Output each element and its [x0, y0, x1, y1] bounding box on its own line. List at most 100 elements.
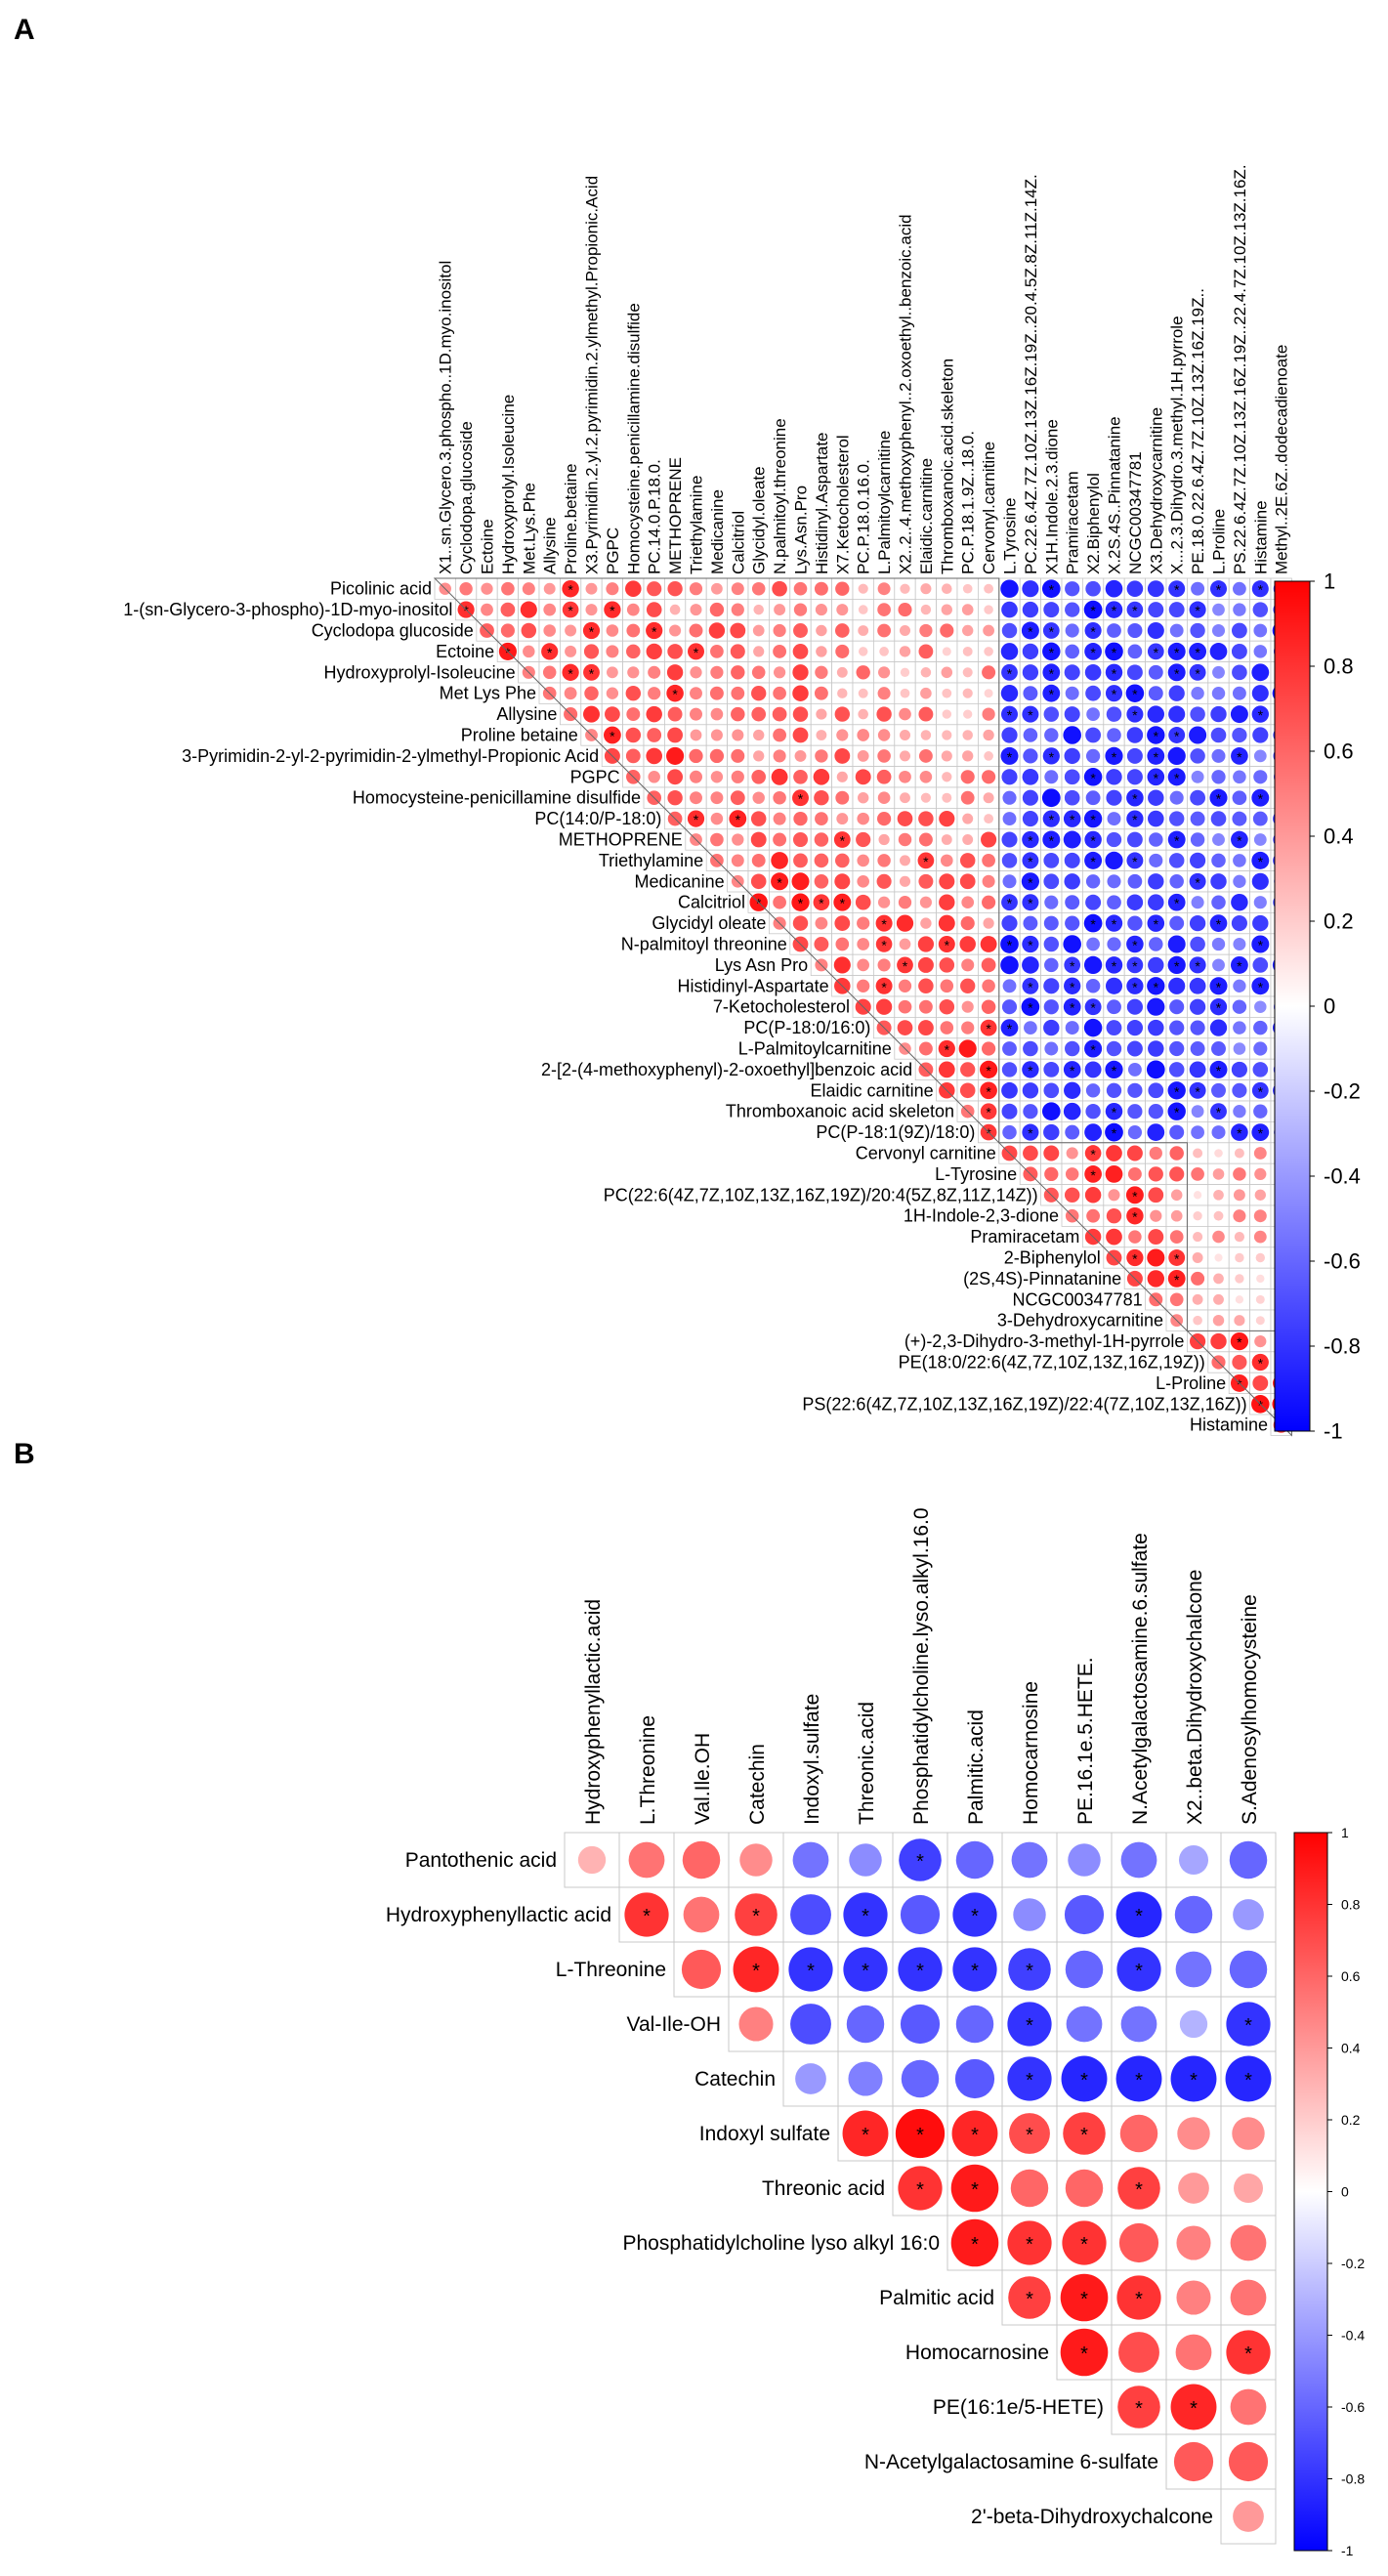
panel-a-correlation-circle: [1085, 727, 1101, 743]
panel-a-correlation-circle: [1169, 915, 1185, 931]
panel-a-correlation-circle: [857, 750, 869, 762]
panel-b-correlation-circle: [1117, 2386, 1160, 2428]
panel-a-correlation-circle: [1190, 936, 1205, 952]
panel-b-row-label: Indoxyl sulfate: [699, 2123, 830, 2145]
panel-a-correlation-circle: [815, 812, 828, 825]
panel-a-correlation-circle: [1022, 852, 1039, 869]
panel-a-correlation-circle: [1193, 1191, 1202, 1200]
panel-a-correlation-circle: [962, 646, 973, 656]
panel-a-significance-marker: *: [1174, 833, 1180, 849]
panel-b-correlation-circle: [1178, 2173, 1209, 2204]
panel-b-significance-marker: *: [1080, 2344, 1088, 2365]
panel-a-correlation-circle: [1105, 579, 1123, 598]
panel-a-correlation-circle: [899, 707, 911, 721]
panel-a-column-label: X1H.Indole.2.3.dione: [1042, 419, 1061, 574]
panel-b-correlation-circle: [1068, 1843, 1101, 1877]
panel-a-correlation-circle: [1001, 915, 1018, 932]
panel-a-correlation-circle: [815, 916, 828, 930]
panel-a-row-label: Elaidic carnitine: [811, 1080, 934, 1100]
panel-a-correlation-circle: [878, 833, 890, 846]
panel-a-correlation-circle: [1083, 600, 1103, 619]
panel-a-correlation-circle: [984, 605, 993, 614]
panel-a-correlation-circle: [1022, 811, 1038, 827]
panel-a-correlation-circle: [1083, 913, 1103, 933]
panel-a-correlation-circle: [710, 707, 724, 721]
panel-a-correlation-circle: [981, 831, 997, 848]
panel-a-correlation-circle: [1065, 581, 1080, 597]
panel-a-correlation-circle: [687, 643, 705, 660]
panel-a-significance-marker: *: [986, 1063, 991, 1078]
panel-a-correlation-circle: [984, 751, 993, 761]
panel-a-correlation-circle: [500, 602, 516, 617]
panel-a-significance-marker: *: [1090, 603, 1096, 618]
panel-a-significance-marker: *: [1028, 938, 1033, 953]
panel-a-row-label: PC(14:0/P-18:0): [534, 809, 661, 828]
panel-a-correlation-circle: [942, 772, 952, 782]
panel-a-correlation-circle: [1231, 830, 1248, 849]
panel-a-correlation-circle: [1255, 1252, 1266, 1263]
panel-a-significance-marker: *: [1195, 665, 1200, 681]
panel-b-correlation-circle: [1178, 1844, 1209, 1876]
panel-a-correlation-circle: [942, 583, 952, 594]
panel-a-correlation-circle: [980, 1081, 997, 1100]
panel-a-correlation-circle: [1168, 1249, 1186, 1266]
panel-a-column-label: PC.22.6.4Z.7Z.10Z.13Z.16Z.19Z..20.4.5Z.8…: [1022, 174, 1040, 574]
panel-a-row-label: Homocysteine-penicillamine disulfide: [353, 788, 641, 808]
panel-a-correlation-circle: [834, 706, 850, 722]
panel-a-correlation-circle: [920, 730, 932, 740]
panel-a-correlation-circle: [875, 936, 893, 952]
panel-a-correlation-circle: [1147, 580, 1164, 598]
panel-a-correlation-circle: [1064, 664, 1080, 681]
panel-a-correlation-circle: [751, 665, 766, 680]
panel-a-correlation-circle: [731, 603, 744, 616]
panel-b-correlation-circle: [1116, 1947, 1161, 1992]
panel-a-significance-marker: *: [903, 958, 908, 974]
panel-a-correlation-circle: [1233, 581, 1246, 596]
panel-a-correlation-circle: [1105, 977, 1123, 994]
panel-b-significance-marker: *: [1190, 2070, 1198, 2091]
panel-a-correlation-circle: [1211, 853, 1226, 868]
panel-a-correlation-circle: [689, 623, 703, 638]
panel-a-correlation-circle: [1084, 830, 1102, 849]
panel-a-correlation-circle: [771, 852, 788, 869]
panel-a-correlation-circle: [1086, 707, 1100, 721]
panel-a-correlation-circle: [1253, 645, 1268, 658]
panel-a-correlation-circle: [565, 624, 577, 637]
panel-a-correlation-circle: [1106, 1020, 1122, 1036]
panel-a-significance-marker: *: [1237, 1334, 1242, 1350]
panel-a-correlation-circle: [959, 853, 976, 868]
panel-a-correlation-circle: [899, 729, 911, 741]
panel-a-correlation-circle: [731, 770, 744, 783]
panel-a-correlation-circle: [1230, 955, 1248, 974]
panel-a-correlation-circle: [1065, 602, 1080, 617]
b-colorbar-tick-label: -0.6: [1341, 2399, 1365, 2415]
panel-a-correlation-circle: [899, 938, 911, 950]
panel-a-correlation-circle: [959, 873, 976, 890]
panel-a-correlation-circle: [1167, 768, 1186, 786]
panel-a-correlation-circle: [1209, 977, 1228, 995]
panel-a-correlation-circle: [1064, 977, 1081, 994]
panel-a-significance-marker: *: [694, 645, 699, 660]
panel-a-significance-marker: *: [1007, 665, 1013, 681]
panel-b-correlation-circle: [1174, 1895, 1213, 1934]
panel-b-row-label: Pantothenic acid: [405, 1849, 557, 1872]
panel-a-correlation-circle: [1125, 684, 1145, 702]
panel-a-correlation-circle: [899, 875, 911, 887]
panel-a-correlation-circle: [1251, 705, 1269, 723]
panel-a-correlation-circle: [835, 937, 850, 951]
panel-a-correlation-circle: [900, 855, 910, 866]
panel-a-column-label: Lys.Asn.Pro: [792, 486, 811, 574]
panel-a-correlation-circle: [1253, 749, 1267, 763]
panel-a-correlation-circle: [898, 896, 912, 909]
panel-b-correlation-circle: [682, 1840, 721, 1879]
panel-a-column-label: X...2.3.Dihydro.3.methyl.1H.pyrrole: [1168, 316, 1187, 574]
panel-a-correlation-circle: [1127, 873, 1143, 889]
panel-a-correlation-circle: [1168, 602, 1185, 618]
panel-a-correlation-circle: [918, 1041, 933, 1056]
panel-a-correlation-circle: [1084, 621, 1102, 640]
panel-b-correlation-circle: [1008, 1948, 1051, 1991]
panel-b-correlation-circle: [1060, 2273, 1109, 2322]
panel-a-column-label: L.Tyrosine: [1001, 498, 1020, 574]
panel-a-correlation-circle: [541, 643, 559, 660]
panel-a-correlation-circle: [520, 601, 537, 618]
